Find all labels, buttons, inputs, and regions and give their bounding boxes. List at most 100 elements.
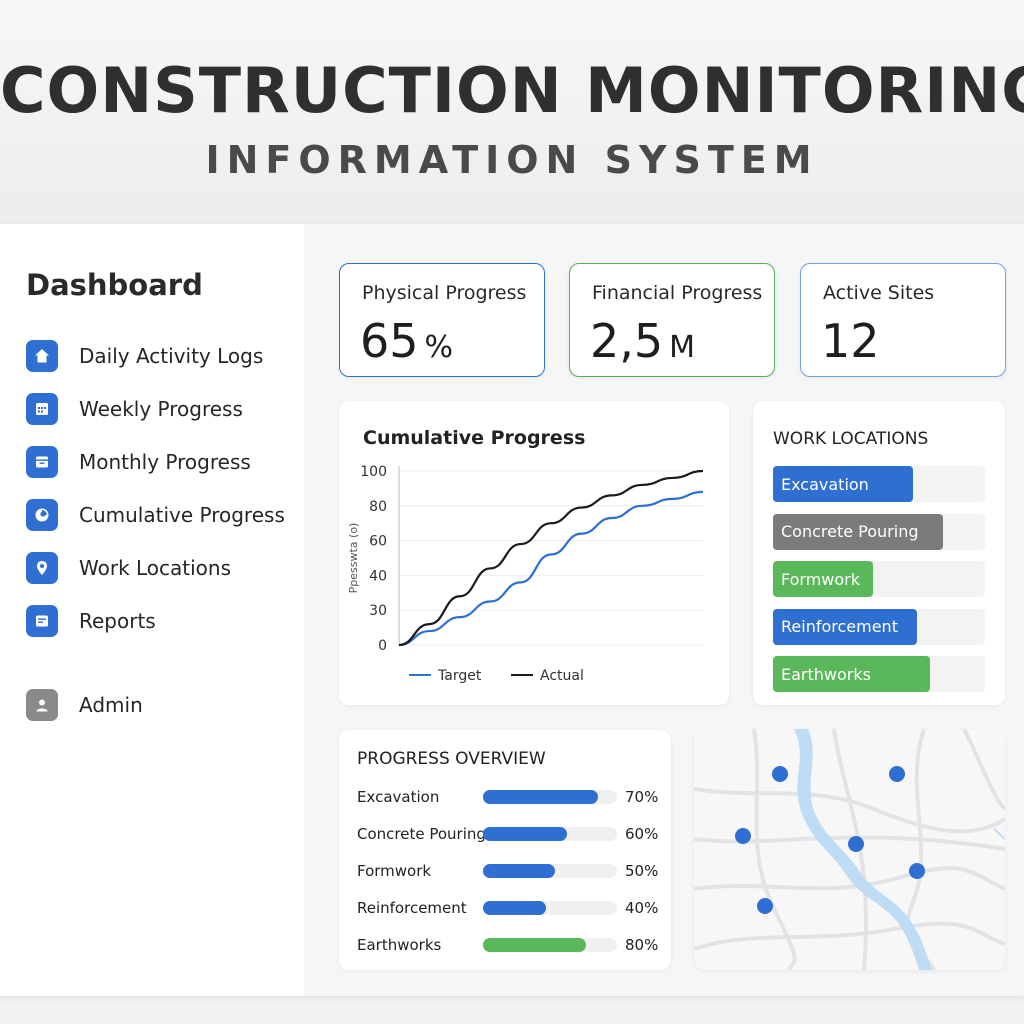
work-locations-map[interactable] bbox=[694, 729, 1005, 970]
sidebar-item-label: Work Locations bbox=[79, 556, 232, 580]
progress-bar-fill bbox=[483, 827, 568, 841]
work-location-label: Formwork bbox=[781, 569, 861, 589]
site-marker[interactable] bbox=[909, 863, 925, 879]
map-pin-icon bbox=[26, 552, 58, 584]
work-location-row[interactable]: Excavation bbox=[773, 466, 985, 502]
sidebar-item-reports[interactable]: Reports bbox=[26, 603, 296, 639]
site-marker[interactable] bbox=[848, 836, 864, 852]
kpi-label: Financial Progress bbox=[592, 282, 763, 304]
progress-row-value: 80% bbox=[625, 936, 659, 954]
map-roads bbox=[694, 729, 1005, 970]
report-icon bbox=[26, 605, 58, 637]
sidebar-item-label: Cumulative Progress bbox=[79, 503, 285, 527]
work-location-row[interactable]: Formwork bbox=[773, 561, 985, 597]
sidebar-item-daily-activity-logs[interactable]: Daily Activity Logs bbox=[26, 338, 296, 374]
pie-chart-icon bbox=[26, 499, 58, 531]
sidebar-item-label: Monthly Progress bbox=[79, 450, 251, 474]
progress-row-value: 60% bbox=[625, 825, 659, 843]
series-line-actual bbox=[398, 469, 704, 647]
sidebar-item-work-locations[interactable]: Work Locations bbox=[26, 550, 296, 586]
app-window: Dashboard Daily Activity Logs Weekly Pro… bbox=[0, 224, 1024, 996]
kpi-active-sites[interactable]: Active Sites 12 bbox=[800, 263, 1006, 377]
work-location-label: Earthworks bbox=[781, 664, 871, 684]
sidebar-item-label: Weekly Progress bbox=[79, 397, 243, 421]
work-location-row[interactable]: Earthworks bbox=[773, 656, 985, 692]
sidebar-item-admin[interactable]: Admin bbox=[26, 687, 296, 723]
work-locations-card: WORK LOCATIONS Excavation Concrete Pourin… bbox=[753, 401, 1005, 705]
kpi-label: Active Sites bbox=[823, 282, 935, 304]
river bbox=[794, 729, 932, 970]
progress-bar-track bbox=[483, 827, 617, 841]
progress-row-label: Excavation bbox=[357, 788, 440, 806]
progress-bar-track bbox=[483, 864, 617, 878]
work-location-bar: Earthworks bbox=[773, 656, 930, 692]
kpi-value: 65% bbox=[360, 314, 454, 368]
progress-overview-card: PROGRESS OVERVIEW Excavation 70% Concrete … bbox=[339, 730, 671, 970]
site-marker[interactable] bbox=[757, 898, 773, 914]
y-axis-label: Ppesswta (o) bbox=[347, 523, 360, 594]
work-location-row[interactable]: Reinforcement bbox=[773, 608, 985, 645]
progress-row-label: Earthworks bbox=[357, 936, 442, 954]
kpi-financial-progress[interactable]: Financial Progress 2,5 M bbox=[569, 263, 775, 377]
hero-header: CONSTRUCTION MONITORING INFORMATION SYST… bbox=[0, 0, 1024, 224]
work-locations-title: WORK LOCATIONS bbox=[773, 429, 929, 449]
sidebar-item-label: Admin bbox=[79, 693, 143, 717]
y-tick-label: 60 bbox=[369, 534, 387, 550]
calendar-icon bbox=[26, 393, 58, 425]
cumulative-progress-card: Cumulative Progress 0 30 40 60 80 100 Ppesswta… bbox=[339, 401, 729, 705]
progress-row-label: Formwork bbox=[357, 862, 432, 880]
work-location-bar: Excavation bbox=[773, 466, 913, 502]
site-marker[interactable] bbox=[889, 766, 905, 782]
sidebar-item-weekly-progress[interactable]: Weekly Progress bbox=[26, 391, 296, 427]
legend-label: Actual bbox=[540, 668, 584, 684]
app-title: CONSTRUCTION MONITORING bbox=[0, 54, 1024, 127]
y-tick-label: 80 bbox=[369, 499, 387, 515]
progress-bar-track bbox=[483, 790, 617, 804]
progress-bar-track bbox=[483, 901, 617, 915]
progress-row-value: 70% bbox=[625, 788, 659, 806]
progress-bar-fill bbox=[483, 938, 587, 952]
y-tick-label: 30 bbox=[369, 603, 387, 619]
progress-bar-fill bbox=[483, 901, 546, 915]
map-canvas[interactable] bbox=[694, 729, 1005, 970]
home-icon bbox=[26, 340, 58, 372]
progress-row-value: 40% bbox=[625, 899, 659, 917]
legend-label: Target bbox=[437, 668, 482, 684]
sidebar-item-cumulative-progress[interactable]: Cumulative Progress bbox=[26, 497, 296, 533]
sidebar-title: Dashboard bbox=[26, 268, 203, 302]
progress-bar-fill bbox=[483, 864, 556, 878]
kpi-label: Physical Progress bbox=[362, 282, 527, 304]
series-line-target bbox=[398, 490, 704, 647]
y-tick-label: 40 bbox=[369, 568, 387, 584]
user-icon bbox=[26, 689, 58, 721]
work-location-bar: Formwork bbox=[773, 561, 873, 597]
progress-overview-title: PROGRESS OVERVIEW bbox=[357, 749, 546, 769]
sidebar-item-monthly-progress[interactable]: Monthly Progress bbox=[26, 444, 296, 480]
progress-row-label: Reinforcement bbox=[357, 899, 467, 917]
work-location-bar: Concrete Pouring bbox=[773, 513, 943, 550]
sidebar: Dashboard Daily Activity Logs Weekly Pro… bbox=[0, 224, 304, 996]
site-marker[interactable] bbox=[735, 828, 751, 844]
progress-row-label: Concrete Pouring bbox=[357, 825, 486, 843]
work-location-bar: Reinforcement bbox=[773, 608, 918, 645]
work-location-row[interactable]: Concrete Pouring bbox=[773, 513, 985, 550]
kpi-value: 2,5 M bbox=[590, 314, 696, 368]
chart-title: Cumulative Progress bbox=[363, 427, 585, 449]
progress-bar-track bbox=[483, 938, 617, 952]
y-tick-label: 100 bbox=[360, 464, 387, 480]
kpi-value: 12 bbox=[821, 314, 880, 368]
kpi-physical-progress[interactable]: Physical Progress 65% bbox=[339, 263, 545, 377]
work-location-label: Excavation bbox=[781, 474, 869, 494]
cumulative-progress-chart: Cumulative Progress 0 30 40 60 80 100 Ppesswta… bbox=[347, 427, 704, 684]
work-location-label: Reinforcement bbox=[781, 617, 898, 636]
app-subtitle: INFORMATION SYSTEM bbox=[205, 138, 819, 182]
work-location-label: Concrete Pouring bbox=[781, 522, 919, 541]
progress-bar-fill bbox=[483, 790, 599, 804]
site-marker[interactable] bbox=[772, 766, 788, 782]
folder-icon bbox=[26, 446, 58, 478]
sidebar-item-label: Reports bbox=[79, 609, 156, 633]
progress-row-value: 50% bbox=[625, 862, 659, 880]
sidebar-item-label: Daily Activity Logs bbox=[79, 344, 264, 368]
y-tick-label: 0 bbox=[378, 638, 387, 654]
main-content: Physical Progress 65% Financial Progress… bbox=[304, 224, 1024, 996]
